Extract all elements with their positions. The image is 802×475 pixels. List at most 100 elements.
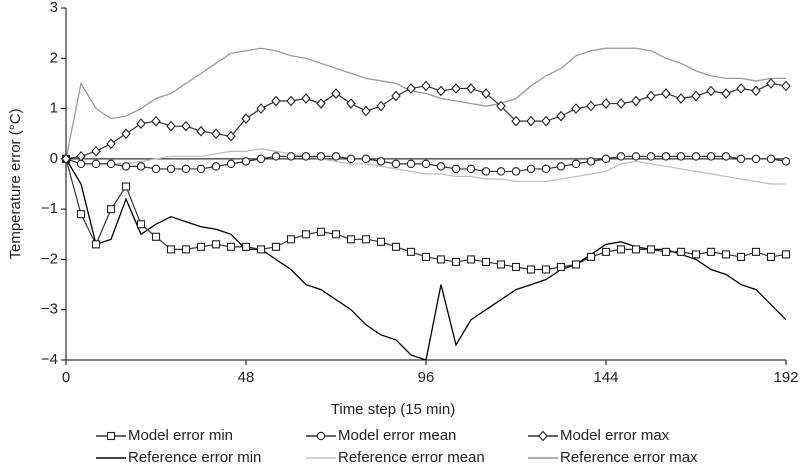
- marker: [481, 257, 491, 266]
- marker: [181, 120, 191, 132]
- marker: [421, 252, 431, 261]
- marker: [331, 152, 341, 161]
- marker: [421, 159, 431, 169]
- marker: [571, 159, 581, 169]
- marker: [391, 159, 401, 169]
- marker: [346, 235, 356, 244]
- y-tick-label: −2: [41, 250, 58, 267]
- marker: [496, 100, 506, 112]
- legend-label: Model error min: [128, 427, 233, 444]
- marker: [421, 80, 431, 92]
- y-tick-label: 3: [50, 0, 58, 16]
- marker: [736, 83, 746, 94]
- marker: [91, 145, 101, 157]
- marker: [691, 152, 701, 161]
- marker: [226, 130, 236, 142]
- marker: [271, 152, 281, 161]
- x-tick-label: 0: [62, 369, 70, 386]
- y-tick-label: −4: [41, 351, 58, 368]
- marker: [496, 260, 506, 269]
- legend-label: Model error max: [560, 427, 670, 444]
- marker: [661, 247, 671, 256]
- marker: [166, 164, 176, 174]
- marker: [256, 154, 266, 164]
- legend-label: Reference error mean: [338, 449, 485, 466]
- marker: [271, 95, 281, 107]
- marker: [751, 85, 761, 97]
- marker: [496, 167, 506, 176]
- y-axis-label: Temperature error (°C): [7, 108, 24, 259]
- y-tick-label: 2: [50, 49, 58, 66]
- marker: [91, 240, 101, 249]
- marker: [766, 78, 776, 89]
- marker: [181, 164, 191, 174]
- marker: [211, 240, 221, 249]
- marker: [541, 164, 551, 174]
- marker: [676, 93, 686, 104]
- marker: [571, 260, 581, 269]
- marker: [646, 152, 656, 161]
- marker: [316, 152, 326, 161]
- marker: [466, 255, 476, 264]
- marker: [601, 154, 611, 164]
- marker: [736, 154, 746, 164]
- marker: [721, 152, 731, 161]
- marker: [556, 162, 566, 171]
- marker: [361, 154, 371, 164]
- marker: [646, 90, 656, 102]
- marker: [436, 255, 446, 264]
- marker: [406, 247, 416, 256]
- marker: [541, 265, 551, 274]
- marker: [466, 83, 476, 94]
- marker: [301, 152, 311, 161]
- marker: [391, 90, 401, 102]
- marker: [538, 430, 548, 442]
- marker: [151, 115, 161, 127]
- marker: [406, 159, 416, 169]
- legend-label: Reference error min: [128, 449, 261, 466]
- marker: [451, 164, 461, 174]
- marker: [751, 247, 761, 256]
- marker: [106, 159, 116, 169]
- marker: [466, 164, 476, 174]
- marker: [241, 242, 251, 251]
- marker: [721, 250, 731, 259]
- marker: [361, 105, 371, 117]
- marker: [136, 118, 146, 129]
- marker: [436, 85, 446, 97]
- marker: [616, 152, 626, 161]
- marker: [451, 83, 461, 94]
- marker: [181, 245, 191, 254]
- marker: [751, 154, 761, 164]
- marker: [286, 95, 296, 107]
- marker: [106, 205, 116, 214]
- marker: [136, 220, 146, 229]
- marker: [301, 230, 311, 239]
- marker: [646, 245, 656, 254]
- marker: [316, 227, 326, 236]
- marker: [256, 103, 266, 114]
- marker: [316, 98, 326, 109]
- marker: [436, 162, 446, 171]
- legend-label: Model error mean: [338, 427, 456, 444]
- marker: [781, 250, 791, 259]
- marker: [781, 157, 791, 166]
- marker: [166, 120, 176, 132]
- legend-label: Reference error max: [560, 449, 698, 466]
- marker: [376, 157, 386, 166]
- marker: [226, 242, 236, 251]
- marker: [76, 210, 86, 219]
- marker: [331, 88, 341, 99]
- marker: [226, 159, 236, 169]
- marker: [196, 164, 206, 174]
- marker: [136, 162, 146, 171]
- y-tick-label: 0: [50, 150, 58, 167]
- y-tick-label: 1: [50, 100, 58, 117]
- x-tick-label: 48: [238, 369, 255, 386]
- marker: [586, 252, 596, 261]
- marker: [76, 151, 86, 162]
- marker: [556, 262, 566, 272]
- x-tick-label: 192: [773, 369, 798, 386]
- marker: [121, 182, 131, 191]
- marker: [766, 252, 776, 261]
